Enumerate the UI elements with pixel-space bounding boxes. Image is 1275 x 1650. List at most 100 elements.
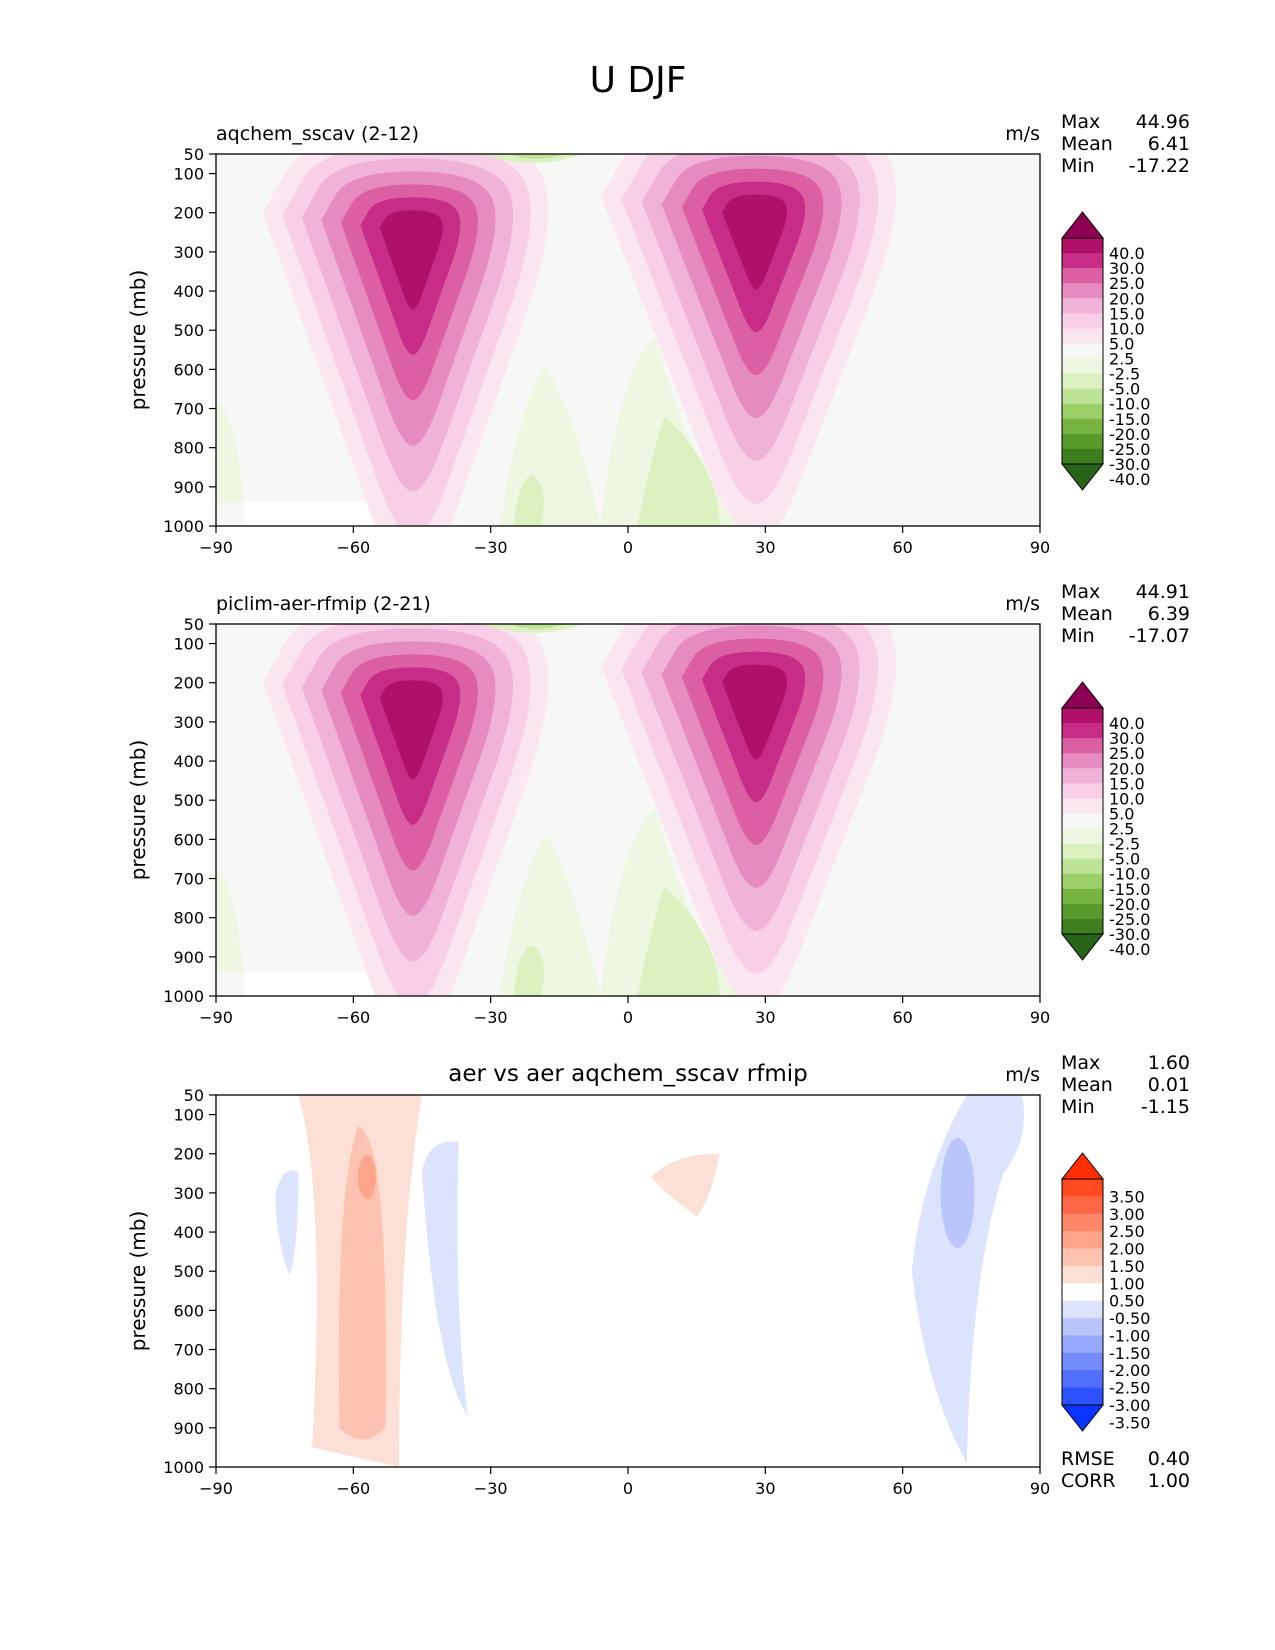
x-tick-label: −60 [336, 1479, 370, 1498]
colorbar-label: -3.50 [1109, 1413, 1150, 1432]
colorbar-band [1062, 253, 1103, 269]
y-axis-label: pressure (mb) [126, 270, 150, 411]
panel-title: aqchem_sscav (2-12) [216, 123, 419, 145]
colorbar-band [1062, 343, 1103, 360]
colorbar-label: -10.0 [1109, 865, 1150, 884]
units-label: m/s [1005, 593, 1040, 615]
easterly-region [216, 870, 244, 973]
stat-value: 6.39 [1148, 603, 1190, 625]
stat-label: Mean [1061, 603, 1113, 625]
easterly-region [637, 416, 720, 526]
colorbar-label: 15.0 [1109, 304, 1145, 323]
colorbar-band [1062, 1352, 1103, 1371]
stat-label: RMSE [1061, 1448, 1115, 1470]
stat-label: Max [1061, 111, 1100, 133]
colorbar-band [1062, 328, 1103, 344]
colorbar-label: 40.0 [1109, 714, 1145, 733]
colorbar-label: 2.50 [1109, 1222, 1145, 1241]
colorbar-band [1062, 918, 1103, 935]
y-tick-label: 900 [173, 948, 204, 967]
stat-label: Max [1061, 581, 1100, 603]
stat-value: 6.41 [1148, 133, 1190, 155]
colorbar-label: -2.5 [1109, 365, 1140, 384]
x-tick-label: 60 [892, 1479, 912, 1498]
colorbar-label: -40.0 [1109, 470, 1150, 489]
colorbar-label: -20.0 [1109, 425, 1150, 444]
colorbar-label: -10.0 [1109, 395, 1150, 414]
y-tick-label: 300 [173, 713, 204, 732]
y-axis-label: pressure (mb) [126, 1211, 150, 1352]
colorbar: 40.030.025.020.015.010.05.02.5-2.5-5.0-1… [1060, 681, 1150, 961]
colorbar-band [1062, 813, 1103, 830]
y-tick-label: 500 [173, 1262, 204, 1281]
colorbar-band [1062, 828, 1103, 845]
colorbar-label: 10.0 [1109, 789, 1145, 808]
jet-level [379, 210, 443, 310]
y-tick-label: 300 [173, 1184, 204, 1203]
negative-region [275, 1170, 299, 1276]
easterly-region [216, 400, 244, 503]
colorbar-label: 2.00 [1109, 1240, 1145, 1259]
colorbar-extend-top [1060, 1152, 1105, 1180]
colorbar-extend-bottom [1060, 463, 1105, 491]
stat-value: -17.07 [1129, 625, 1190, 647]
stat-value: 44.91 [1136, 581, 1190, 603]
colorbar-label: 5.0 [1109, 804, 1134, 823]
stat-label: Min [1061, 1096, 1095, 1118]
x-tick-label: −60 [336, 538, 370, 557]
colorbar-label: 3.00 [1109, 1205, 1145, 1224]
colorbar-extend-top [1060, 211, 1105, 239]
colorbar-band [1062, 313, 1103, 329]
colorbar-band [1062, 268, 1103, 284]
colorbar-label: 10.0 [1109, 319, 1145, 338]
y-tick-label: 50 [184, 1086, 204, 1105]
colorbar-label: 30.0 [1109, 259, 1145, 278]
y-axis-label: pressure (mb) [126, 740, 150, 881]
stat-value: -1.15 [1141, 1096, 1190, 1118]
colorbar-label: -40.0 [1109, 940, 1150, 959]
y-tick-label: 200 [173, 674, 204, 693]
y-tick-label: 100 [173, 165, 204, 184]
x-tick-label: −90 [199, 1479, 233, 1498]
colorbar-label: -1.50 [1109, 1344, 1150, 1363]
colorbar-band [1062, 1387, 1103, 1406]
colorbar-label: -15.0 [1109, 410, 1150, 429]
stat-label: Min [1061, 155, 1095, 177]
units-label: m/s [1005, 123, 1040, 145]
x-tick-label: −30 [474, 1479, 508, 1498]
y-tick-label: 900 [173, 1419, 204, 1438]
colorbar-band [1062, 858, 1103, 875]
y-tick-label: 500 [173, 791, 204, 810]
jet-level [722, 664, 787, 760]
x-tick-label: 0 [623, 1479, 633, 1498]
y-tick-label: 900 [173, 478, 204, 497]
colorbar-band [1062, 448, 1103, 465]
positive-region [338, 1126, 386, 1440]
stat-label: Min [1061, 625, 1095, 647]
colorbar-band [1062, 873, 1103, 890]
y-tick-label: 600 [173, 1301, 204, 1320]
easterly-region [513, 945, 545, 996]
stat-label: Mean [1061, 1074, 1113, 1096]
y-tick-label: 50 [184, 145, 204, 164]
colorbar-label: -5.0 [1109, 850, 1140, 869]
colorbar-label: 0.50 [1109, 1292, 1145, 1311]
x-tick-label: 90 [1030, 1479, 1050, 1498]
colorbar-label: -2.00 [1109, 1361, 1150, 1380]
stats-block: Max 1.60 Mean 0.01 Min -1.15 RMSE 0.40 CORR 1.00 [1061, 1052, 1190, 1492]
x-tick-label: −30 [474, 538, 508, 557]
negative-region [911, 1095, 1024, 1464]
stat-value: 1.00 [1148, 1470, 1190, 1492]
colorbar-label: 5.0 [1109, 334, 1134, 353]
colorbar-band [1062, 373, 1103, 390]
stat-value: 44.96 [1136, 111, 1190, 133]
stat-value: 0.40 [1148, 1448, 1190, 1470]
colorbar-label: 2.5 [1109, 820, 1134, 839]
x-tick-label: 60 [892, 538, 912, 557]
x-tick-label: 30 [755, 1479, 775, 1498]
colorbar-label: -15.0 [1109, 880, 1150, 899]
colorbar-band [1062, 888, 1103, 905]
